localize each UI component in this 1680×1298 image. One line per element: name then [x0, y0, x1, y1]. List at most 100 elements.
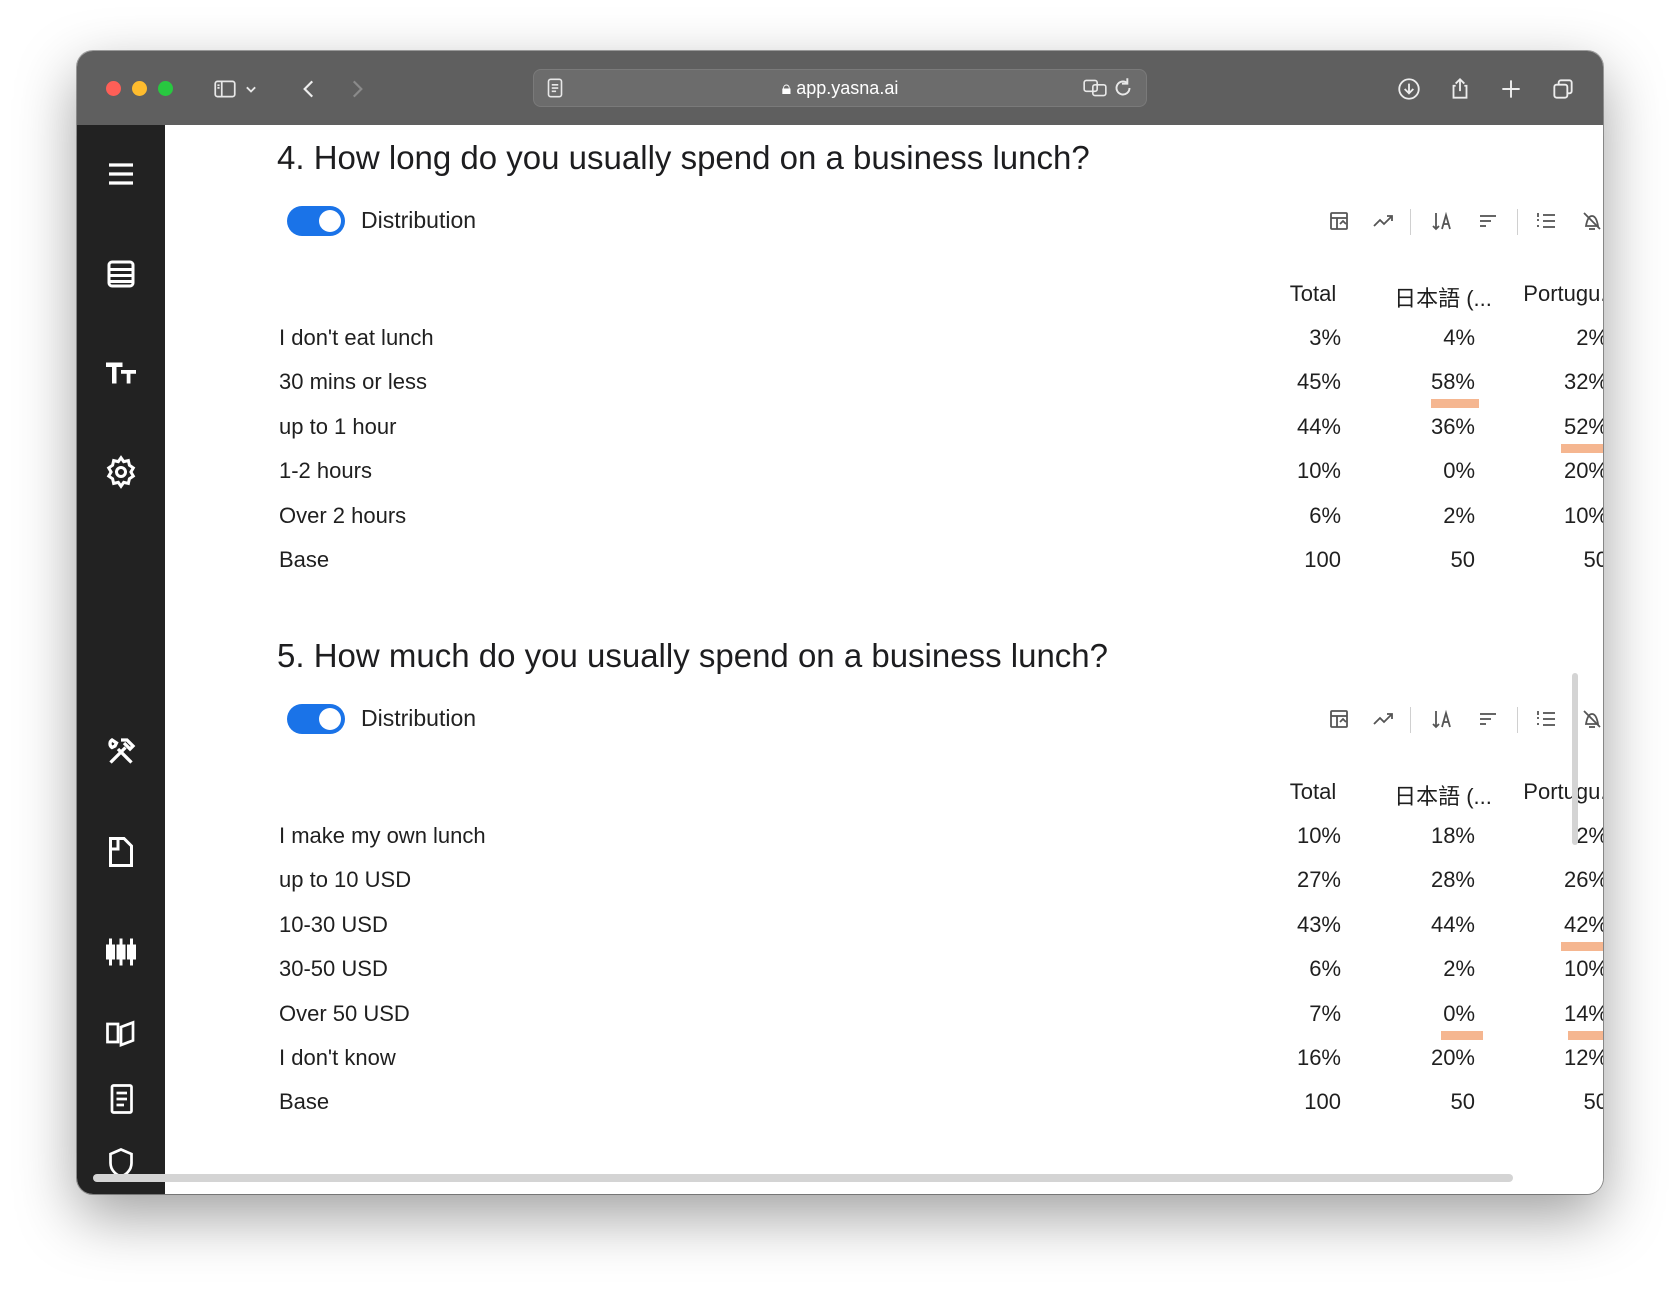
main-content: 4. How long do you usually spend on a bu…	[165, 125, 1603, 1194]
question-section: 5. How much do you usually spend on a bu…	[165, 623, 1603, 1114]
table-toolbar	[1324, 704, 1603, 734]
toolbar-divider	[1517, 209, 1518, 235]
question-section: 4. How long do you usually spend on a bu…	[165, 125, 1603, 595]
browser-toolbar: 🔒︎ app.yasna.ai	[77, 51, 1603, 125]
toolbar-divider	[1410, 209, 1411, 235]
row-label: Over 2 hours	[279, 502, 407, 528]
row-label: 10-30 USD	[279, 911, 388, 937]
minimize-window-button[interactable]	[132, 81, 147, 96]
numbered-list-icon[interactable]	[1531, 704, 1561, 734]
question-title: 4. How long do you usually spend on a bu…	[277, 139, 1090, 176]
row-label: 30 mins or less	[279, 369, 427, 395]
table-list-icon[interactable]	[99, 252, 143, 296]
tab-overview-icon[interactable]	[1549, 75, 1577, 103]
translate-icon[interactable]	[1081, 74, 1109, 102]
app-sidebar	[77, 125, 165, 1194]
report-scroll-icon[interactable]	[99, 1077, 143, 1121]
toggle-knob	[319, 210, 341, 232]
column-header[interactable]: 日本語 (...	[1394, 784, 1492, 809]
text-size-icon[interactable]	[99, 351, 143, 395]
table-cell: 50	[1583, 1089, 1603, 1115]
table-cell: 3%	[1309, 325, 1341, 350]
table-cell: 44%	[1296, 413, 1341, 439]
hide-icon[interactable]	[1577, 206, 1603, 236]
url-text: app.yasna.ai	[796, 78, 899, 98]
table-cell: 20%	[1430, 1045, 1475, 1070]
hamburger-menu-icon[interactable]	[99, 152, 143, 196]
crosstab-icon[interactable]	[1324, 206, 1354, 236]
sidebar-toggle-icon[interactable]	[211, 75, 239, 103]
table-cell: 7%	[1309, 1000, 1341, 1026]
table-cell: 36%	[1430, 413, 1475, 439]
table-cell: 28%	[1430, 867, 1475, 893]
column-header[interactable]: 日本語 (...	[1394, 286, 1492, 311]
row-label: Base	[279, 547, 330, 572]
sliders-icon[interactable]	[99, 930, 143, 974]
table-cell: 44%	[1430, 911, 1475, 937]
column-header[interactable]: Total	[1289, 779, 1337, 804]
sort-alpha-icon[interactable]	[1427, 206, 1457, 236]
table-cell: 32%	[1563, 369, 1603, 395]
table-cell: 2%	[1443, 956, 1475, 982]
crosstab-icon[interactable]	[1324, 704, 1354, 734]
browser-window: 🔒︎ app.yasna.ai	[77, 51, 1603, 1194]
reader-icon[interactable]	[541, 74, 569, 102]
table-cell: 10%	[1296, 458, 1341, 484]
table-cell: 14%	[1563, 1000, 1603, 1026]
back-icon[interactable]	[295, 75, 323, 103]
trend-icon[interactable]	[1368, 206, 1398, 236]
distribution-toggle[interactable]	[287, 704, 345, 734]
column-header[interactable]: Total	[1289, 281, 1337, 306]
table-cell: 6%	[1309, 502, 1341, 528]
toggle-knob	[319, 708, 341, 730]
column-header[interactable]: Portugu...	[1523, 281, 1603, 306]
sort-alpha-icon[interactable]	[1427, 704, 1457, 734]
column-header[interactable]: Portugu...	[1523, 779, 1603, 804]
zoom-window-button[interactable]	[158, 81, 173, 96]
horizontal-scrollbar[interactable]	[93, 1174, 1513, 1182]
trend-icon[interactable]	[1368, 704, 1398, 734]
table-cell: 2%	[1576, 823, 1603, 848]
table-cell: 4%	[1443, 325, 1475, 350]
table-cell: 2%	[1576, 325, 1603, 350]
significance-highlight	[1431, 399, 1479, 409]
row-label: 30-50 USD	[279, 956, 388, 982]
hide-icon[interactable]	[1577, 704, 1603, 734]
table-cell: 50	[1450, 1089, 1475, 1115]
significance-highlight	[1561, 443, 1603, 453]
gear-icon[interactable]	[99, 450, 143, 494]
close-window-button[interactable]	[106, 81, 121, 96]
table-cell: 100	[1304, 1089, 1341, 1115]
table-cell: 50	[1583, 547, 1603, 572]
sort-lines-icon[interactable]	[1473, 206, 1503, 236]
share-icon[interactable]	[1446, 75, 1474, 103]
distribution-toggle[interactable]	[287, 206, 345, 236]
table-cell: 26%	[1563, 867, 1603, 893]
new-tab-icon[interactable]	[1497, 75, 1525, 103]
table-cell: 18%	[1430, 823, 1475, 848]
table-cell: 2%	[1443, 502, 1475, 528]
row-label: 1-2 hours	[279, 458, 372, 484]
sort-lines-icon[interactable]	[1473, 704, 1503, 734]
row-label: Over 50 USD	[279, 1000, 410, 1026]
address-bar[interactable]: 🔒︎ app.yasna.ai	[533, 69, 1147, 107]
row-label: I make my own lunch	[279, 823, 486, 848]
reload-icon[interactable]	[1109, 74, 1137, 102]
table-cell: 45%	[1296, 369, 1341, 395]
numbered-list-icon[interactable]	[1531, 206, 1561, 236]
vertical-scrollbar[interactable]	[1572, 673, 1578, 845]
hammer-wrench-icon[interactable]	[99, 730, 143, 774]
table-cell: 52%	[1563, 413, 1603, 439]
distribution-label: Distribution	[361, 207, 477, 233]
toolbar-divider	[1410, 707, 1411, 733]
table-cell: 50	[1450, 547, 1475, 572]
significance-highlight	[1561, 941, 1603, 951]
open-book-icon[interactable]	[99, 1011, 143, 1055]
chevron-down-icon[interactable]	[241, 75, 261, 103]
download-icon[interactable]	[1395, 75, 1423, 103]
question-title: 5. How much do you usually spend on a bu…	[277, 637, 1109, 674]
lock-icon: 🔒︎	[781, 78, 792, 98]
significance-highlight	[1441, 1030, 1483, 1040]
forward-icon[interactable]	[343, 75, 371, 103]
document-icon[interactable]	[99, 830, 143, 874]
